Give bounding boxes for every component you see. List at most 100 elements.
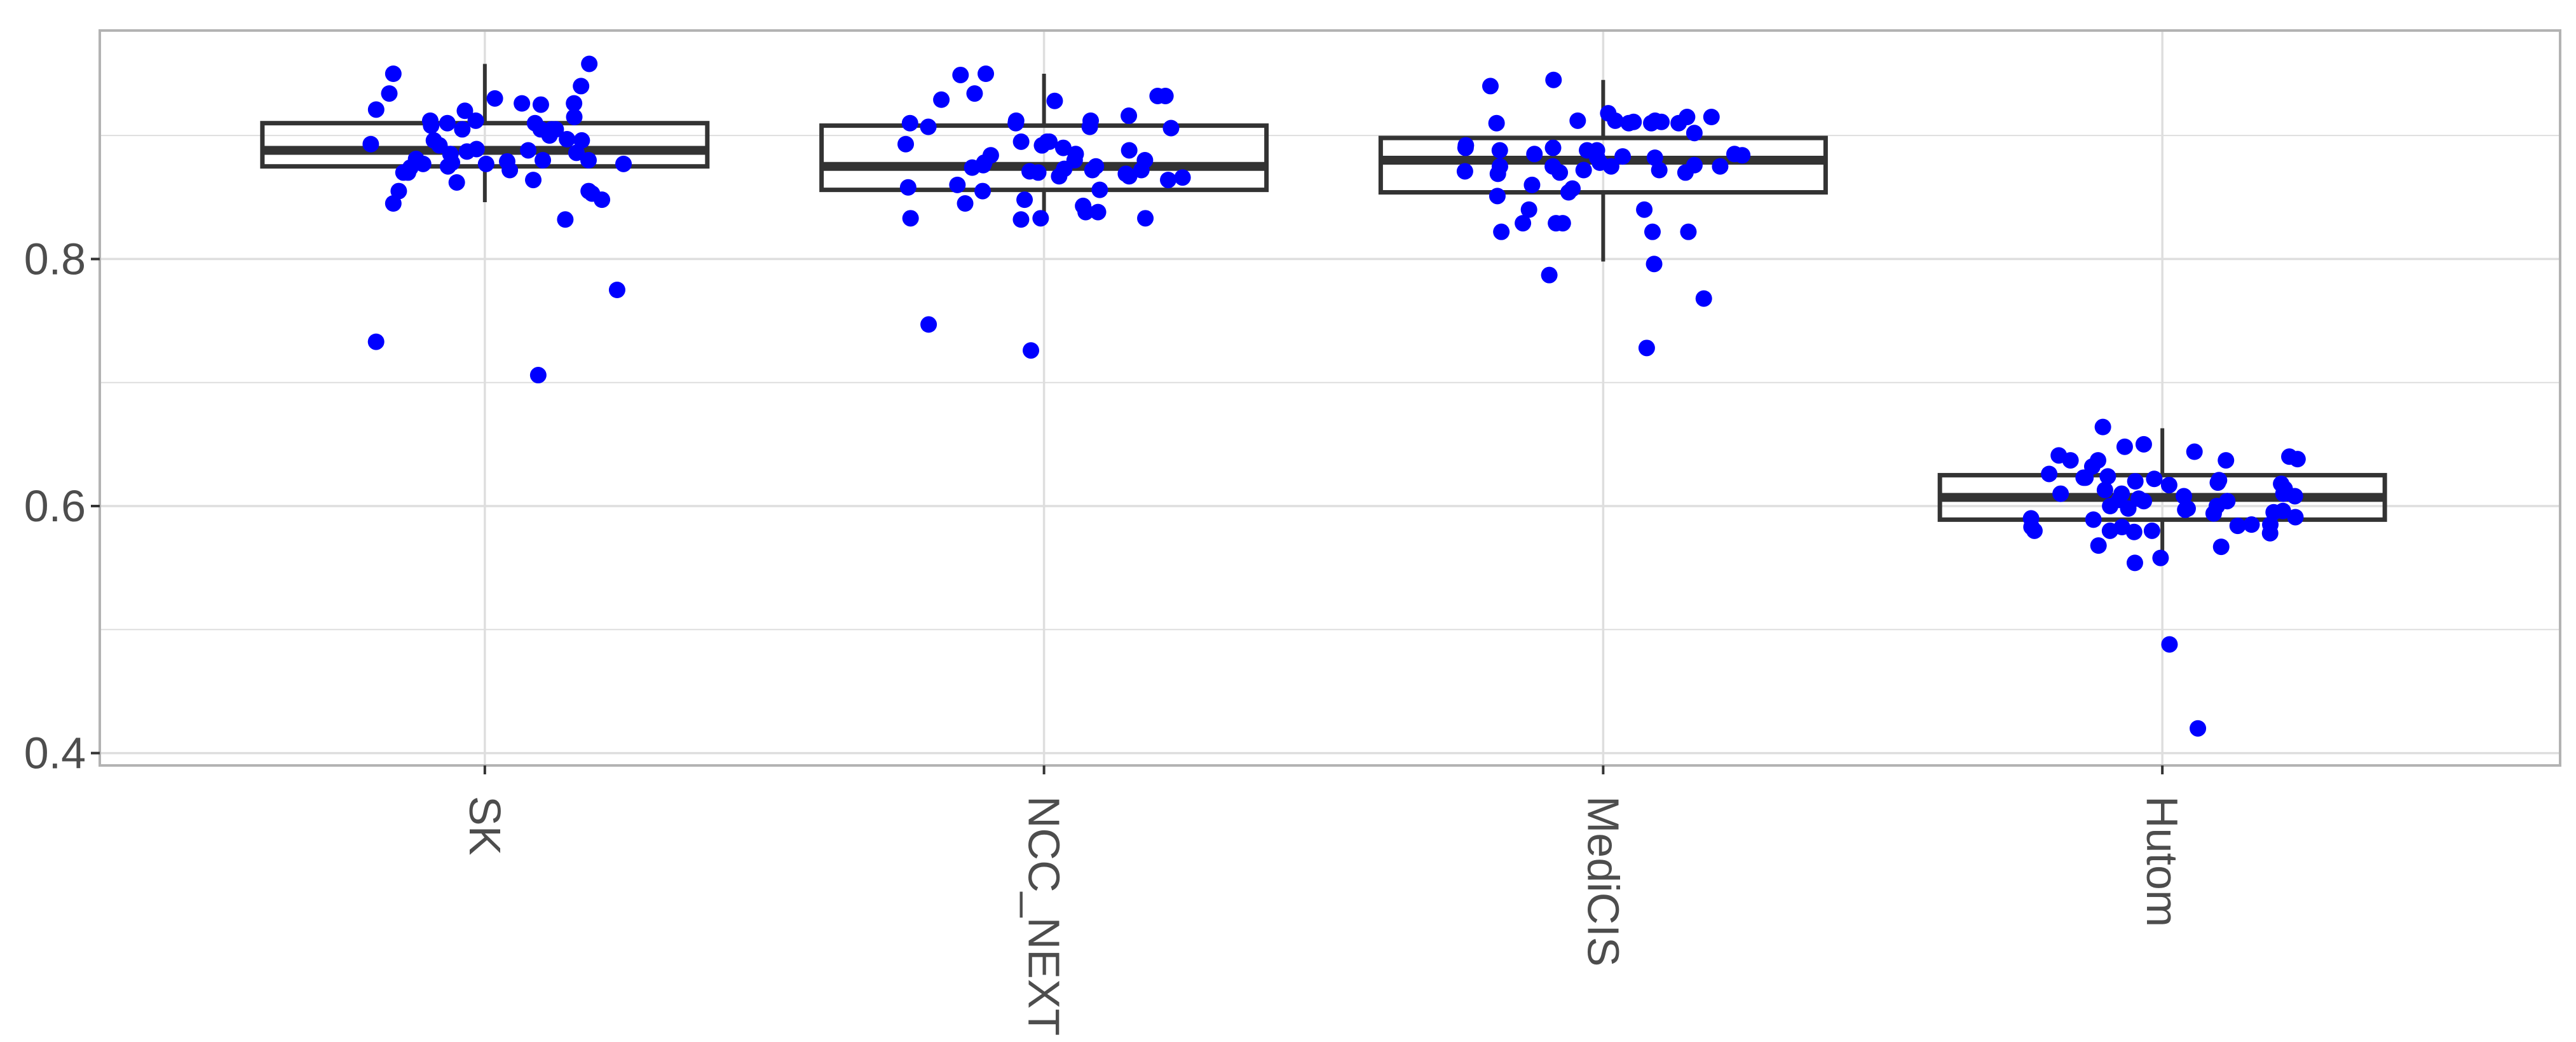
point-medicis-25: [1515, 215, 1532, 232]
point-ncc-next-5: [966, 85, 983, 102]
point-sk-38: [547, 121, 564, 138]
point-ncc-next-25: [1032, 210, 1049, 227]
point-sk-26: [594, 191, 611, 209]
point-ncc-next-34: [1007, 114, 1025, 132]
point-sk-13: [390, 182, 407, 200]
point-sk-46: [532, 96, 549, 113]
point-sk-20: [367, 101, 385, 118]
point-sk-3: [615, 155, 632, 172]
point-medicis-45: [1703, 109, 1720, 125]
point-medicis-52: [1489, 188, 1506, 205]
point-ncc-next-40: [1033, 137, 1051, 154]
point-sk-30: [566, 109, 583, 125]
point-ncc-next-50: [964, 159, 981, 176]
point-hutom-48: [2127, 473, 2144, 490]
point-ncc-next-1: [1012, 133, 1030, 150]
point-hutom-34: [2190, 720, 2207, 737]
x-axis: SK NCC_NEXT MediCIS Hutom: [460, 765, 2187, 1036]
point-hutom-52: [2023, 519, 2040, 536]
minor-gridlines: [100, 135, 2560, 631]
point-hutom-44: [2126, 554, 2143, 572]
point-medicis-21: [1712, 158, 1729, 175]
point-ncc-next-33: [1077, 203, 1094, 221]
point-ncc-next-42: [1054, 139, 1072, 156]
y-tick-label-1: 0.6: [24, 481, 86, 531]
point-sk-31: [385, 65, 402, 82]
point-medicis-39: [1686, 125, 1703, 142]
point-medicis-16: [1636, 201, 1653, 218]
point-hutom-49: [2125, 523, 2143, 540]
point-medicis-46: [1551, 164, 1569, 181]
point-hutom-40: [2101, 522, 2118, 539]
point-hutom-17: [2099, 468, 2116, 485]
point-ncc-next-15: [1046, 92, 1063, 109]
point-ncc-next-23: [1081, 118, 1098, 135]
panel-border: [99, 29, 2561, 767]
point-sk-8: [535, 152, 552, 168]
point-ncc-next-18: [1091, 181, 1108, 198]
point-sk-18: [580, 182, 597, 200]
point-medicis-3: [1575, 161, 1592, 179]
point-hutom-45: [2261, 524, 2279, 542]
point-sk-6: [385, 195, 402, 212]
point-ncc-next-48: [1157, 87, 1174, 104]
point-sk-41: [581, 55, 598, 72]
point-hutom-24: [2205, 505, 2222, 522]
y-axis: 0.4 0.6 0.8: [24, 234, 100, 778]
jitter-points: [362, 55, 2306, 737]
point-ncc-next-12: [957, 195, 974, 212]
box-ncc-next: [819, 74, 1269, 223]
point-sk-45: [573, 132, 590, 149]
point-medicis-32: [1523, 176, 1541, 193]
point-sk-32: [381, 85, 398, 102]
point-hutom-39: [2179, 500, 2196, 517]
point-ncc-next-31: [899, 179, 917, 196]
point-sk-48: [501, 161, 519, 179]
point-medicis-47: [1457, 139, 1474, 156]
point-sk-39: [399, 164, 416, 181]
point-hutom-32: [2116, 438, 2133, 455]
point-sk-54: [444, 154, 461, 171]
y-tick-label-0: 0.4: [24, 729, 86, 778]
point-sk-44: [486, 90, 503, 107]
point-medicis-26: [1644, 223, 1661, 240]
point-hutom-27: [2229, 518, 2246, 535]
point-medicis-20: [1638, 339, 1655, 357]
box-iqr-ncc-next: [819, 123, 1269, 193]
point-hutom-55: [2062, 452, 2079, 469]
point-ncc-next-52: [1121, 168, 1138, 185]
point-medicis-36: [1726, 146, 1743, 163]
point-sk-50: [529, 367, 547, 384]
point-medicis-14: [1526, 146, 1543, 163]
point-ncc-next-54: [1136, 152, 1154, 168]
point-ncc-next-3: [1016, 191, 1033, 209]
point-medicis-22: [1646, 256, 1663, 273]
point-medicis-1: [1680, 223, 1697, 240]
point-sk-42: [566, 95, 583, 112]
point-hutom-25: [2090, 537, 2107, 554]
point-medicis-0: [1520, 201, 1537, 218]
category-label-ncc-next: NCC_NEXT: [1019, 796, 1069, 1036]
point-ncc-next-39: [1174, 169, 1191, 186]
point-ncc-next-35: [1121, 142, 1138, 159]
point-ncc-next-11: [1012, 211, 1030, 228]
point-hutom-51: [2287, 509, 2304, 526]
point-hutom-56: [2265, 504, 2282, 521]
point-sk-43: [423, 117, 440, 134]
point-medicis-34: [1488, 114, 1505, 132]
point-ncc-next-27: [952, 66, 969, 83]
point-sk-28: [454, 121, 471, 138]
point-medicis-38: [1600, 105, 1617, 122]
point-sk-0: [520, 142, 537, 159]
point-hutom-22: [2161, 636, 2178, 653]
point-ncc-next-21: [1021, 163, 1039, 180]
point-medicis-2: [1569, 112, 1586, 129]
point-medicis-50: [1482, 78, 1499, 95]
point-medicis-5: [1545, 71, 1562, 88]
point-sk-19: [573, 78, 590, 95]
point-hutom-0: [2212, 538, 2230, 556]
point-ncc-next-43: [1084, 161, 1101, 179]
point-hutom-18: [2243, 516, 2260, 533]
point-medicis-8: [1677, 164, 1694, 181]
point-ncc-next-51: [1023, 342, 1040, 359]
